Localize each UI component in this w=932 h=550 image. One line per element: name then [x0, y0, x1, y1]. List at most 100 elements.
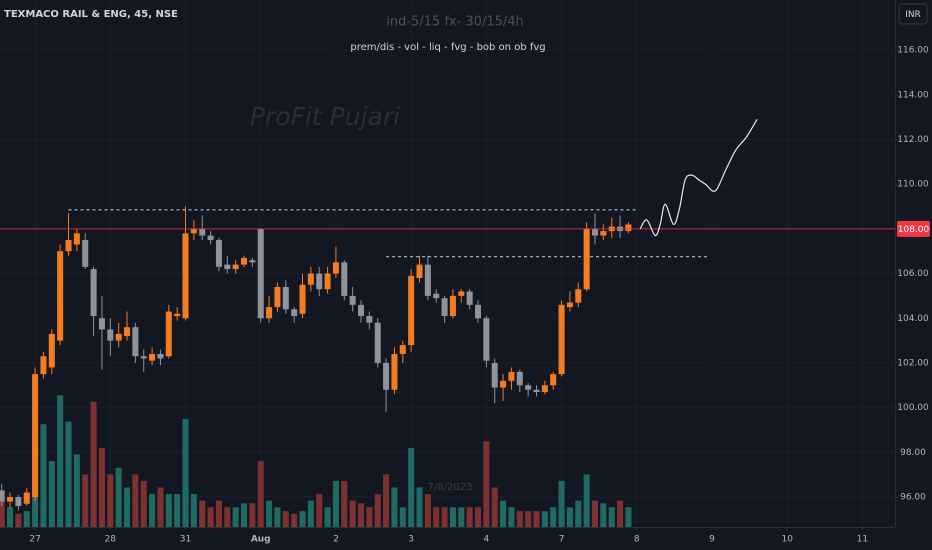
candle-body [15, 497, 22, 506]
candle-body [341, 262, 348, 296]
volume-bar [617, 500, 624, 527]
candle-body [32, 374, 39, 498]
watermark: ProFit Pujari [250, 102, 400, 131]
volume-bar [416, 487, 423, 527]
volume-bar [433, 507, 440, 527]
y-tick-label: 106.00 [897, 269, 929, 279]
volume-bar [249, 503, 256, 527]
volume-bar [508, 507, 515, 527]
x-tick-label: 2 [333, 535, 339, 545]
volume-bar [383, 474, 390, 527]
candle-body [307, 273, 314, 285]
volume-bar [550, 507, 557, 527]
currency[interactable]: INR [905, 10, 921, 20]
volume-bar [525, 511, 532, 527]
candle-body [132, 327, 139, 357]
volume-bar [541, 511, 548, 527]
x-tick-label: 31 [180, 535, 191, 545]
candle-body [433, 293, 440, 299]
candle-body [174, 313, 181, 317]
candle-body [190, 228, 197, 234]
candle-body [541, 385, 548, 393]
axes: 96.00 98.00 100.00 102.00 104.00 106.00 110.00… [29, 46, 930, 545]
candle-body [124, 327, 131, 337]
candle-body [299, 284, 306, 314]
volume-bar [500, 500, 507, 527]
candle-body [424, 264, 431, 296]
y-tick-label: 96.00 [900, 493, 926, 503]
candle-body [566, 302, 573, 308]
candle-body [215, 240, 222, 267]
y-tick-label: 112.00 [897, 135, 929, 145]
candle-body [416, 264, 423, 279]
volume-bar [0, 500, 5, 527]
candle-body [508, 371, 515, 381]
candle-body [500, 380, 507, 388]
candle-body [98, 318, 105, 330]
candle-body [583, 228, 590, 290]
candle-body [374, 322, 381, 363]
volume-bar [424, 494, 431, 527]
candle-body [600, 231, 607, 236]
volume-bar [241, 503, 248, 527]
candle-body [232, 264, 239, 270]
volume-bar [215, 500, 222, 527]
candle-body [441, 298, 448, 317]
volume-bar [441, 507, 448, 527]
candle-body [90, 269, 97, 317]
candle-body [591, 228, 599, 236]
volume-bar [174, 494, 181, 527]
candle-body [257, 228, 264, 319]
volume-bar [491, 487, 498, 527]
candle-body [249, 260, 256, 263]
x-tick-label: 10 [781, 535, 793, 545]
grid [0, 0, 895, 527]
volume-bar [124, 487, 131, 527]
volume-bar [324, 507, 331, 527]
volume-bar [625, 507, 632, 527]
volume-bar [224, 507, 231, 527]
projection-curve [639, 119, 758, 237]
candle-body [458, 291, 465, 296]
volume-bar [332, 480, 339, 527]
volume-bar [608, 507, 615, 527]
levels [68, 209, 707, 258]
volume-pane [0, 395, 632, 527]
candle-body [48, 333, 55, 368]
candle-body [399, 345, 406, 355]
volume-bar [408, 447, 415, 527]
volume-bar [266, 500, 273, 527]
volume-bar [299, 511, 306, 527]
volume-bar [23, 511, 30, 527]
candle-body [391, 354, 398, 390]
currency-box[interactable] [898, 3, 928, 25]
candle-body [224, 264, 231, 270]
volume-bar [358, 503, 365, 527]
symbol-title[interactable]: TEXMACO RAIL & ENG, 45, NSE [4, 9, 178, 20]
volume-bar [575, 500, 582, 527]
candle-body [165, 311, 172, 357]
candle-body [0, 490, 5, 502]
candle-body [207, 235, 214, 241]
volume-bar [90, 401, 97, 527]
candle-body [157, 354, 164, 359]
candle-body [491, 362, 498, 388]
volume-bar [257, 461, 264, 527]
candle-body [449, 295, 456, 317]
candle-body [149, 354, 156, 361]
candle-body [115, 333, 122, 341]
candle-body [140, 356, 147, 359]
volume-bar [307, 500, 314, 527]
y-tick-label: 102.00 [897, 358, 929, 368]
volume-bar [140, 480, 147, 527]
x-tick-label: 9 [709, 535, 715, 545]
y-tick-label: 110.00 [897, 180, 929, 190]
candle-body [266, 307, 273, 319]
candle-body [65, 240, 72, 252]
volume-bar [7, 507, 14, 527]
volume-bar [115, 467, 122, 527]
volume-bar [48, 461, 55, 527]
volume-bar [232, 507, 239, 527]
